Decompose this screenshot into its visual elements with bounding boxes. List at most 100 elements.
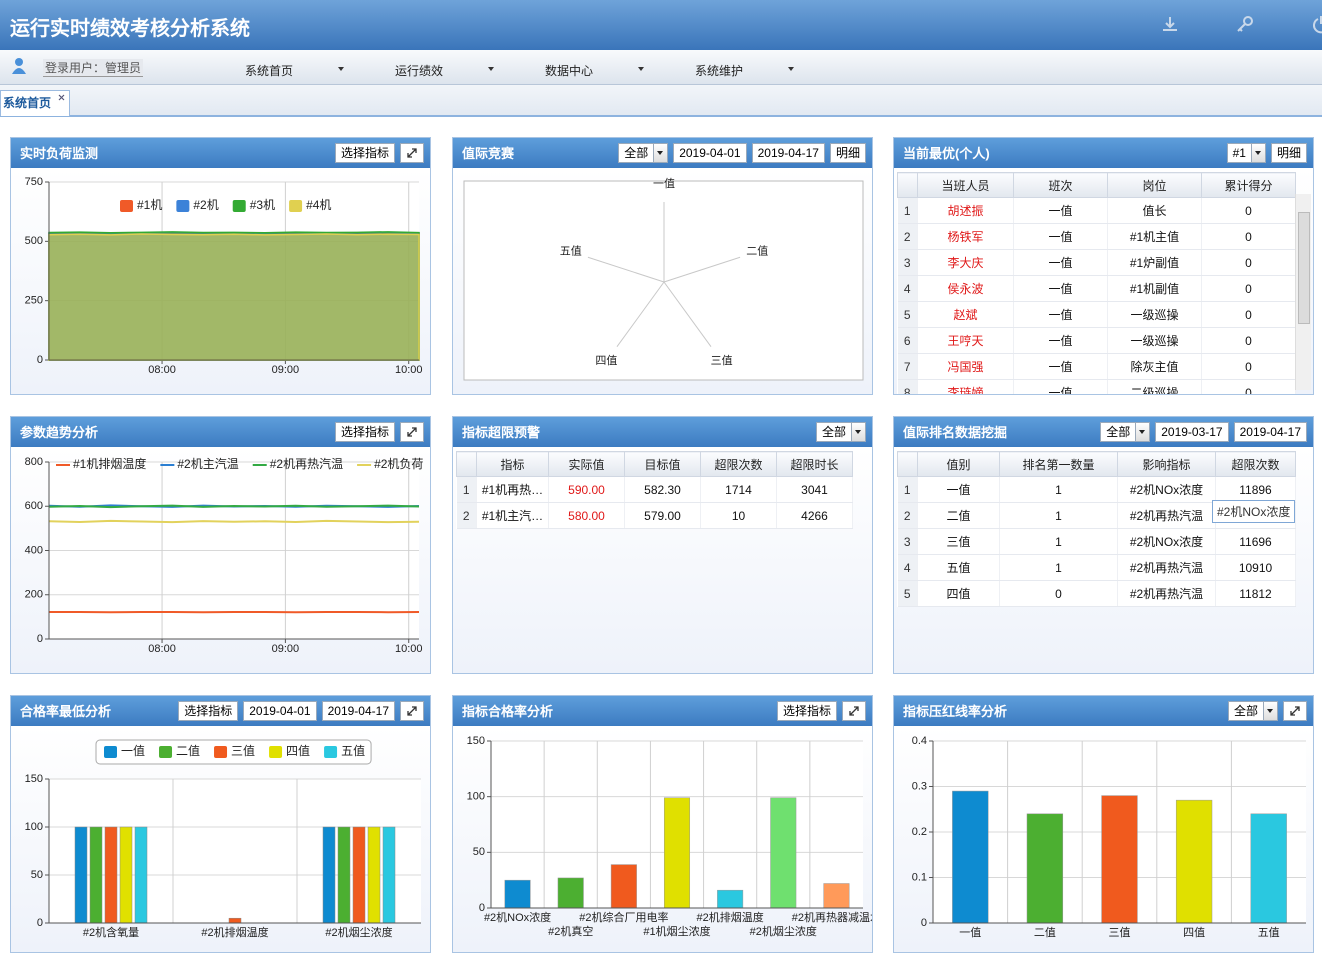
date-input[interactable]: 2019-03-17: [1155, 422, 1229, 442]
power-icon[interactable]: [1313, 16, 1322, 34]
table-cell: #1机主汽…: [476, 502, 549, 529]
column-header[interactable]: 目标值: [624, 451, 701, 477]
date-input[interactable]: 2019-04-01: [243, 701, 317, 721]
x-tick-label: #2机排烟温度: [697, 910, 764, 924]
panel-body: 0 50 100 150 #2机NOx浓度 #2机真空 #2机综合厂用电率 #1机烟尘浓度 #2…: [453, 727, 872, 952]
radar-label: 三值: [711, 354, 733, 367]
date-input[interactable]: 2019-04-17: [1233, 422, 1307, 442]
expand-icon: [407, 706, 417, 716]
column-header[interactable]: 累计得分: [1201, 172, 1296, 198]
column-header[interactable]: 超限时长: [776, 451, 853, 477]
header-icons: [1163, 16, 1322, 34]
menu-item[interactable]: 系统维护: [695, 64, 744, 78]
scroll-thumb[interactable]: [1298, 212, 1310, 324]
expand-icon: [407, 427, 417, 437]
y-tick-label: 800: [25, 456, 43, 468]
expand-button[interactable]: [1283, 701, 1307, 721]
column-header[interactable]: 排名第一数量: [999, 451, 1118, 477]
legend-swatch: [104, 746, 117, 758]
table-cell: #2机再热汽温: [1117, 502, 1216, 529]
button[interactable]: 明细: [1270, 143, 1307, 163]
table-row[interactable]: 5 赵斌 一值 一级巡操 0: [897, 301, 1296, 328]
table-row[interactable]: 6 王哼天 一值 一级巡操 0: [897, 327, 1296, 354]
panel: 值际竞赛 全部 2019-04-01 2019-04-17 明细 一值 二值 三值 四值 五值: [452, 137, 873, 395]
table-cell: 0: [1201, 197, 1296, 224]
expand-button[interactable]: [400, 701, 424, 721]
select-value: 全部: [1233, 704, 1258, 718]
expand-button[interactable]: [400, 143, 424, 163]
table-row[interactable]: 8 李琏嫡 一值 二级巡操 0: [897, 379, 1296, 394]
y-tick-label: 0.3: [912, 780, 927, 792]
user-icon: [12, 58, 26, 74]
table-cell: 0: [1201, 249, 1296, 276]
button[interactable]: 选择指标: [178, 701, 239, 721]
select[interactable]: 全部: [1100, 422, 1151, 442]
menu-item[interactable]: 运行绩效: [395, 64, 444, 78]
table-row[interactable]: 2 #1机主汽… 580.00 579.00 10 4266: [456, 502, 853, 529]
y-tick-label: 0.1: [912, 871, 927, 883]
button[interactable]: 明细: [829, 143, 866, 163]
menu-item[interactable]: 数据中心: [545, 64, 594, 78]
panel-controls: 全部: [815, 422, 866, 442]
button[interactable]: 选择指标: [334, 422, 395, 442]
x-tick-label: #2机烟尘浓度: [750, 924, 817, 938]
column-header[interactable]: 班次: [1013, 172, 1108, 198]
table-row[interactable]: 1 #1机再热… 590.00 582.30 1714 3041: [456, 476, 853, 503]
select[interactable]: 全部: [618, 143, 669, 163]
column-header[interactable]: 超限次数: [1215, 451, 1296, 477]
table-cell: 3041: [776, 476, 853, 503]
table-cell: 一值: [1013, 327, 1108, 354]
bar: [663, 797, 691, 909]
date-input[interactable]: 2019-04-01: [673, 143, 747, 163]
panel-header: 指标超限预警 全部: [453, 417, 872, 447]
legend-swatch: [232, 200, 246, 212]
date-input[interactable]: 2019-04-17: [321, 701, 395, 721]
radar-axis: [663, 256, 741, 283]
column-header[interactable]: 影响指标: [1117, 451, 1216, 477]
row-number: 3: [897, 249, 918, 276]
tab-close[interactable]: [58, 94, 65, 101]
column-header[interactable]: 超限次数: [700, 451, 777, 477]
table-cell: 冯国强: [917, 353, 1014, 380]
column-header[interactable]: 指标: [476, 451, 549, 477]
panel: 当前最优(个人) #1 明细当班人员 班次 岗位 累计得分 1 胡述振 一值 值长 0 2 杨铁军 一值 #…: [893, 137, 1314, 395]
date-input[interactable]: 2019-04-17: [751, 143, 825, 163]
button[interactable]: 选择指标: [334, 143, 395, 163]
column-header[interactable]: 实际值: [548, 451, 625, 477]
table-row[interactable]: 4 五值 1 #2机再热汽温 10910: [897, 554, 1296, 581]
table-cell: 一值: [1013, 301, 1108, 328]
panel-title: 指标压红线率分析: [903, 704, 1008, 719]
x-tick-label: 一值: [959, 926, 981, 939]
table-cell: 侯永波: [917, 275, 1014, 302]
table-cell: 三值: [917, 528, 1000, 555]
tab[interactable]: 系统首页: [0, 90, 70, 116]
key-icon[interactable]: [1237, 16, 1253, 32]
select[interactable]: 全部: [1227, 701, 1278, 721]
select[interactable]: #1: [1226, 143, 1266, 163]
column-header[interactable]: 当班人员: [917, 172, 1014, 198]
select[interactable]: 全部: [815, 422, 866, 442]
table-row[interactable]: 3 三值 1 #2机NOx浓度 11696: [897, 528, 1296, 555]
panel: 值际排名数据挖掘 全部 2019-03-17 2019-04-17 值别 排名第一数量 影响…: [893, 416, 1314, 674]
download-icon[interactable]: [1163, 17, 1177, 31]
panel: 指标合格率分析 选择指标 0 50 100 150 #2机NOx浓度 #2机真空 #2机综合厂用…: [452, 695, 873, 953]
table-cell: 0: [1201, 301, 1296, 328]
table-row[interactable]: 2 杨铁军 一值 #1机主值 0: [897, 223, 1296, 250]
line: [48, 519, 420, 524]
panel-header: 当前最优(个人) #1 明细: [894, 138, 1313, 168]
table-cell: 一值: [1013, 197, 1108, 224]
table-row[interactable]: 1 胡述振 一值 值长 0: [897, 197, 1296, 224]
column-header[interactable]: 值别: [917, 451, 1000, 477]
table-row[interactable]: 4 侯永波 一值 #1机副值 0: [897, 275, 1296, 302]
table-row[interactable]: 7 冯国强 一值 除灰主值 0: [897, 353, 1296, 380]
table-row[interactable]: 1 一值 1 #2机NOx浓度 11896: [897, 476, 1296, 503]
column-header[interactable]: 岗位: [1107, 172, 1202, 198]
button[interactable]: 选择指标: [776, 701, 837, 721]
menu-item[interactable]: 系统首页: [245, 64, 294, 78]
table-cell: 0: [999, 580, 1118, 607]
expand-button[interactable]: [400, 422, 424, 442]
panel-title: 参数趋势分析: [20, 425, 99, 440]
expand-button[interactable]: [842, 701, 866, 721]
table-row[interactable]: 5 四值 0 #2机再热汽温 11812: [897, 580, 1296, 607]
table-row[interactable]: 3 李大庆 一值 #1炉副值 0: [897, 249, 1296, 276]
